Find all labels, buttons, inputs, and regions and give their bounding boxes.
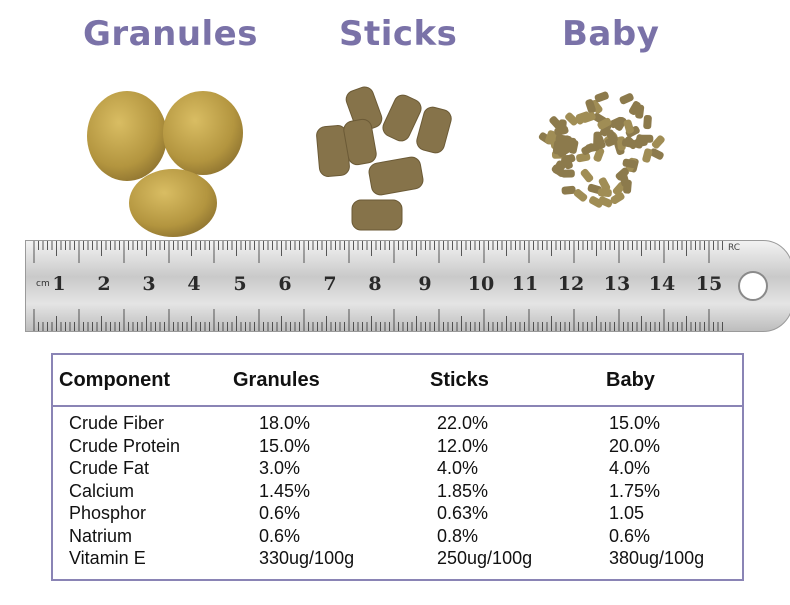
- component-value: 1.05: [609, 503, 645, 523]
- component-name: Crude Protein: [69, 435, 181, 456]
- component-value: 4.0%: [437, 458, 479, 478]
- component-value: 15.0%: [609, 413, 661, 433]
- ruler-hang-hole: [738, 271, 768, 301]
- component-name: Crude Fiber: [69, 413, 165, 433]
- column-header: Granules: [233, 369, 320, 391]
- component-value: 3.0%: [259, 458, 301, 478]
- ruler-ticks: [33, 241, 723, 331]
- component-value: 0.6%: [259, 503, 301, 523]
- column-header: Component: [59, 369, 171, 391]
- ruler-number: 6: [278, 273, 292, 295]
- sticks-food-image: [316, 86, 452, 231]
- ruler-number: 12: [557, 273, 585, 295]
- title-granules: Granules: [83, 14, 258, 54]
- component-name: Vitamin E: [69, 548, 146, 568]
- granules-food-image: [87, 91, 243, 237]
- component-value: 250ug/100g: [437, 548, 533, 568]
- baby-food-image: [538, 91, 665, 208]
- component-value: 4.0%: [609, 458, 651, 478]
- ruler-number: 3: [142, 273, 156, 295]
- component-value: 15.0%: [259, 435, 311, 456]
- component-value: 330ug/100g: [259, 548, 355, 568]
- ruler-number: 5: [233, 273, 247, 295]
- ruler-number: 10: [467, 273, 495, 295]
- component-value: 0.6%: [259, 525, 301, 546]
- component-value: 20.0%: [609, 435, 661, 456]
- component-value: 0.6%: [609, 525, 651, 546]
- nutrition-table: Component Granules Sticks Baby Crude Fiber 1…: [51, 353, 744, 581]
- component-value: 1.45%: [259, 480, 311, 501]
- ruler-number: 15: [695, 273, 723, 295]
- ruler-maker-mark: RC: [728, 243, 741, 253]
- component-value: 18.0%: [259, 413, 311, 433]
- component-name: Crude Fat: [69, 458, 150, 478]
- title-baby: Baby: [562, 14, 660, 54]
- ruler: cm 1 2 3 4 5 6 7 8 9 10 11 12 13 14 15 RC: [25, 240, 790, 332]
- component-value: 0.8%: [437, 525, 479, 546]
- ruler-number: 8: [368, 273, 382, 295]
- component-value: 0.63%: [437, 503, 489, 523]
- component-name: Phosphor: [69, 503, 147, 523]
- ruler-number: 2: [97, 273, 111, 295]
- component-value: 12.0%: [437, 435, 489, 456]
- component-name: Calcium: [69, 480, 135, 501]
- column-header: Baby: [606, 369, 655, 391]
- ruler-unit-label: cm: [36, 279, 50, 289]
- ruler-number: 7: [323, 273, 337, 295]
- column-header: Sticks: [430, 369, 489, 391]
- title-sticks: Sticks: [339, 14, 458, 54]
- ruler-number: 14: [648, 273, 676, 295]
- ruler-number: 13: [603, 273, 631, 295]
- ruler-number: 11: [511, 273, 539, 295]
- ruler-number: 4: [187, 273, 201, 295]
- ruler-number: 9: [418, 273, 432, 295]
- component-value: 1.75%: [609, 480, 661, 501]
- component-value: 22.0%: [437, 413, 489, 433]
- ruler-number: 1: [52, 273, 66, 295]
- component-value: 380ug/100g: [609, 548, 705, 568]
- component-value: 1.85%: [437, 480, 489, 501]
- component-name: Natrium: [69, 525, 133, 546]
- table-divider: [53, 405, 742, 407]
